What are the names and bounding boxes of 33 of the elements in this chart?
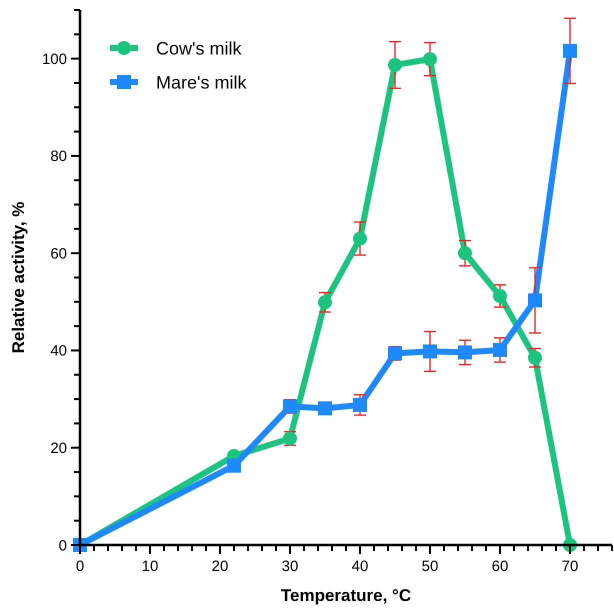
- x-tick-label: 0: [76, 558, 84, 575]
- y-tick-label: 0: [58, 537, 67, 554]
- point: [493, 288, 507, 303]
- legend-label: Mare's milk: [156, 72, 248, 92]
- point: [563, 44, 577, 58]
- point: [353, 398, 367, 412]
- point: [423, 52, 437, 66]
- x-tick-label: 30: [282, 558, 298, 575]
- x-tick-label: 10: [142, 558, 158, 575]
- x-tick-label: 60: [492, 558, 508, 575]
- x-tick-label: 70: [562, 558, 578, 575]
- point: [423, 344, 437, 358]
- point: [528, 293, 542, 308]
- x-axis-title: Temperature, °C: [280, 586, 412, 605]
- point: [388, 58, 402, 72]
- x-tick-label: 50: [422, 558, 438, 575]
- legend-label: Cow's milk: [156, 38, 242, 58]
- x-tick-label: 20: [212, 558, 228, 575]
- point: [528, 350, 542, 365]
- y-tick-label: 20: [50, 440, 67, 457]
- point: [458, 246, 472, 260]
- y-tick-label: 60: [50, 245, 67, 262]
- point: [227, 458, 241, 473]
- point: [493, 342, 507, 357]
- point: [353, 232, 367, 246]
- point: [318, 401, 332, 416]
- y-tick-label: 40: [50, 342, 67, 360]
- x-tick-label: 40: [352, 558, 368, 575]
- y-tick-label: 80: [50, 148, 67, 166]
- y-tick-label: 100: [42, 50, 67, 68]
- y-axis-title: Relative activity, %: [9, 202, 28, 354]
- point: [318, 295, 332, 310]
- point: [458, 345, 472, 360]
